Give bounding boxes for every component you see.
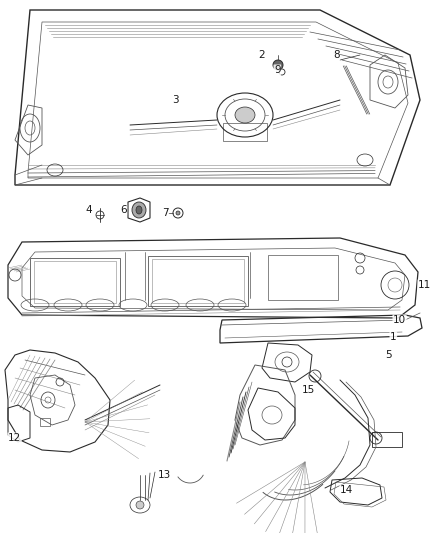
Text: 13: 13 bbox=[158, 470, 171, 480]
Text: 8: 8 bbox=[333, 50, 339, 60]
Bar bbox=[152, 259, 244, 303]
Ellipse shape bbox=[176, 211, 180, 215]
Bar bbox=[223, 123, 267, 141]
Bar bbox=[34, 261, 116, 303]
Ellipse shape bbox=[132, 202, 146, 218]
Text: 15: 15 bbox=[302, 385, 315, 395]
Text: 11: 11 bbox=[418, 280, 431, 290]
Bar bbox=[372, 432, 402, 447]
Ellipse shape bbox=[235, 107, 255, 123]
Text: 6: 6 bbox=[120, 205, 127, 215]
Ellipse shape bbox=[136, 206, 142, 214]
Text: 14: 14 bbox=[340, 485, 353, 495]
Text: 10: 10 bbox=[393, 315, 406, 325]
Text: 2: 2 bbox=[258, 50, 265, 60]
Ellipse shape bbox=[136, 501, 144, 509]
Text: 9: 9 bbox=[274, 65, 281, 75]
Bar bbox=[30, 258, 120, 306]
Text: 1: 1 bbox=[390, 332, 397, 342]
Text: 12: 12 bbox=[8, 433, 21, 443]
Text: 5: 5 bbox=[385, 350, 392, 360]
Text: 7: 7 bbox=[162, 208, 169, 218]
Bar bbox=[40, 418, 50, 426]
Text: 4: 4 bbox=[85, 205, 92, 215]
Ellipse shape bbox=[273, 60, 283, 70]
Bar bbox=[268, 255, 338, 300]
Bar bbox=[148, 256, 248, 306]
Text: 3: 3 bbox=[172, 95, 179, 105]
